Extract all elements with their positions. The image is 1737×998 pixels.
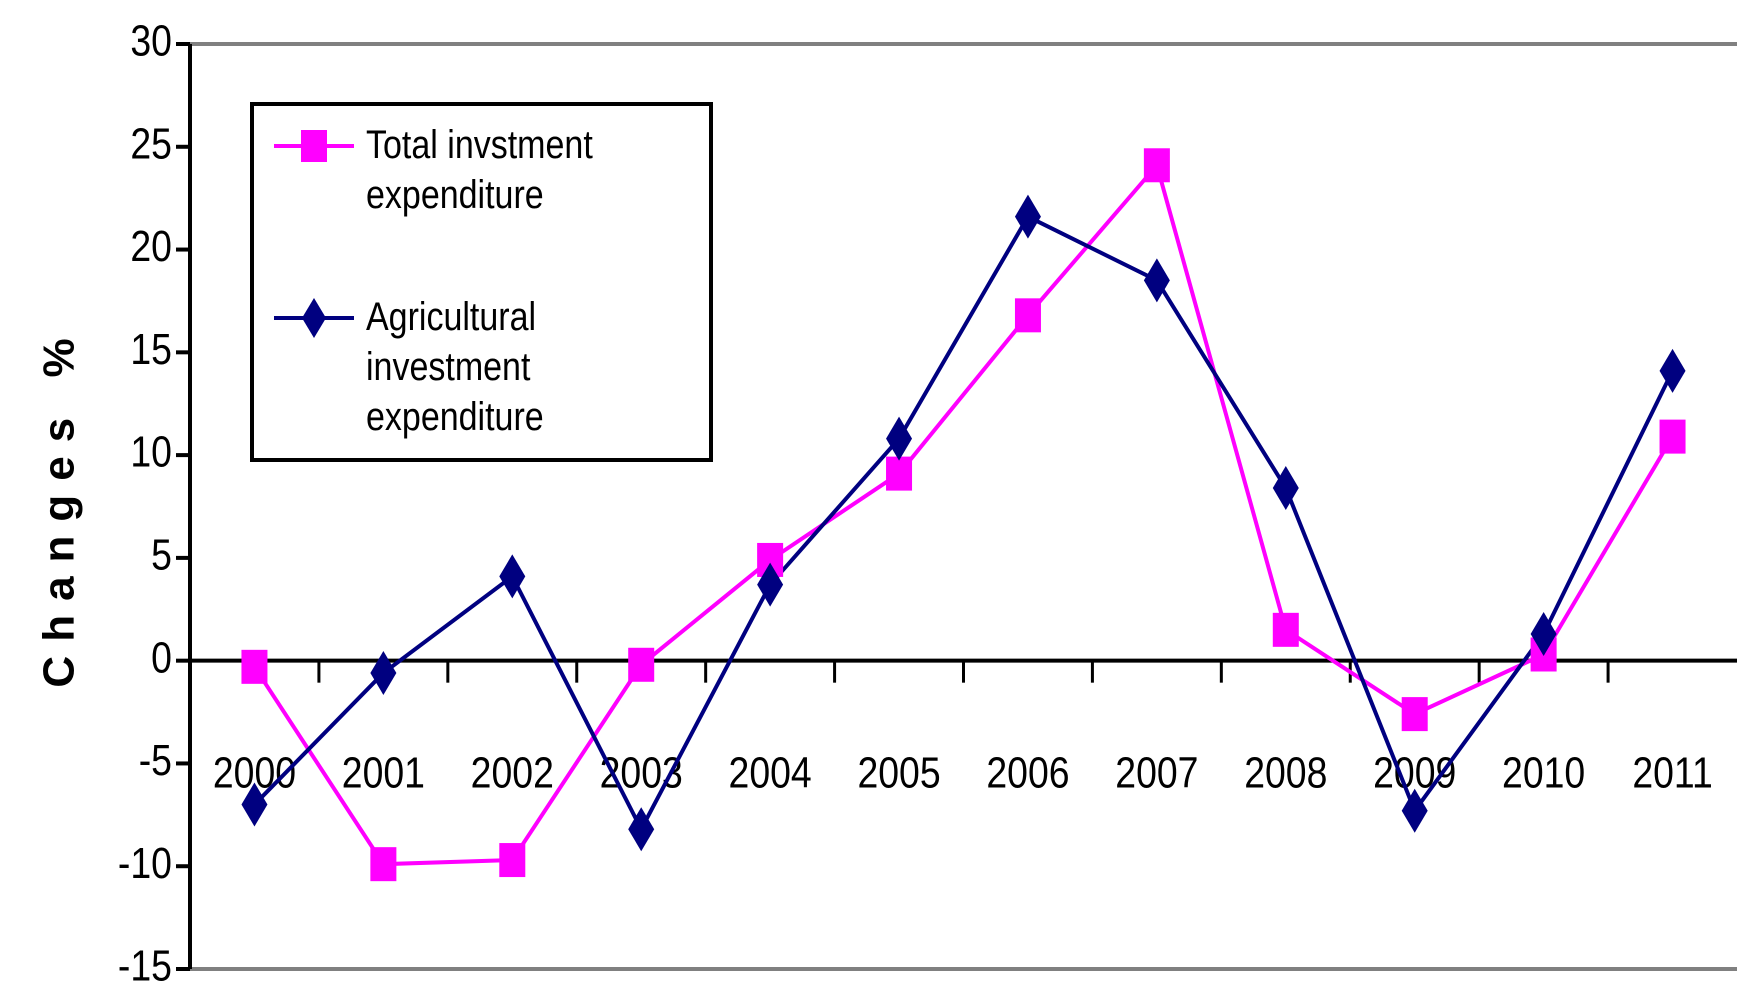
x-tick-label: 2007 bbox=[1115, 747, 1198, 797]
x-tick-label: 2005 bbox=[857, 747, 940, 797]
data-point bbox=[499, 554, 526, 599]
x-tick-label: 2004 bbox=[729, 747, 812, 797]
data-point bbox=[370, 651, 397, 695]
data-point bbox=[886, 456, 913, 491]
x-tick-label: 2006 bbox=[986, 747, 1069, 797]
data-point bbox=[1143, 148, 1170, 183]
data-point bbox=[628, 807, 655, 852]
y-axis-label: Changes % bbox=[35, 324, 84, 687]
data-point bbox=[1530, 611, 1557, 656]
data-point bbox=[757, 562, 784, 607]
y-tick-label: 30 bbox=[130, 16, 172, 66]
data-point bbox=[370, 847, 397, 882]
data-point bbox=[628, 647, 655, 682]
data-point bbox=[241, 649, 268, 684]
series-line bbox=[253, 214, 1675, 834]
y-tick-label: 5 bbox=[151, 530, 172, 580]
data-point bbox=[1401, 697, 1428, 732]
y-tick-label: -5 bbox=[139, 735, 172, 785]
legend-marker bbox=[301, 130, 327, 162]
x-tick-label: 2002 bbox=[471, 747, 554, 797]
y-tick-label: 20 bbox=[130, 221, 172, 271]
legend: Total invstment expenditure Agricultural … bbox=[250, 102, 713, 462]
legend-symbols bbox=[274, 130, 354, 338]
legend-label: Total invstment expenditure bbox=[366, 123, 593, 217]
data-point bbox=[499, 843, 526, 878]
data-point bbox=[886, 416, 913, 461]
x-tick-label: 2001 bbox=[342, 747, 425, 797]
legend-label: Agricultural investment expenditure bbox=[366, 295, 544, 439]
data-point bbox=[1401, 788, 1428, 833]
y-tick-label: 25 bbox=[130, 119, 172, 169]
data-point bbox=[1272, 466, 1299, 510]
data-point bbox=[1659, 348, 1686, 393]
legend-marker bbox=[302, 298, 326, 338]
data-point bbox=[241, 782, 268, 827]
x-tick-label: 2010 bbox=[1502, 747, 1585, 797]
y-tick-label: 10 bbox=[130, 427, 172, 477]
x-tick-label: 2011 bbox=[1632, 747, 1712, 797]
data-point bbox=[1143, 258, 1170, 303]
series-line bbox=[252, 161, 1675, 867]
data-point bbox=[1272, 612, 1299, 647]
data-point bbox=[1659, 419, 1686, 454]
data-point bbox=[1014, 194, 1041, 239]
y-tick-label: -15 bbox=[118, 941, 172, 991]
y-tick-label: -10 bbox=[118, 838, 172, 888]
y-tick-label: 0 bbox=[151, 632, 172, 682]
data-point bbox=[1014, 298, 1041, 333]
x-tick-label: 2008 bbox=[1244, 747, 1327, 797]
y-tick-label: 15 bbox=[130, 324, 172, 374]
